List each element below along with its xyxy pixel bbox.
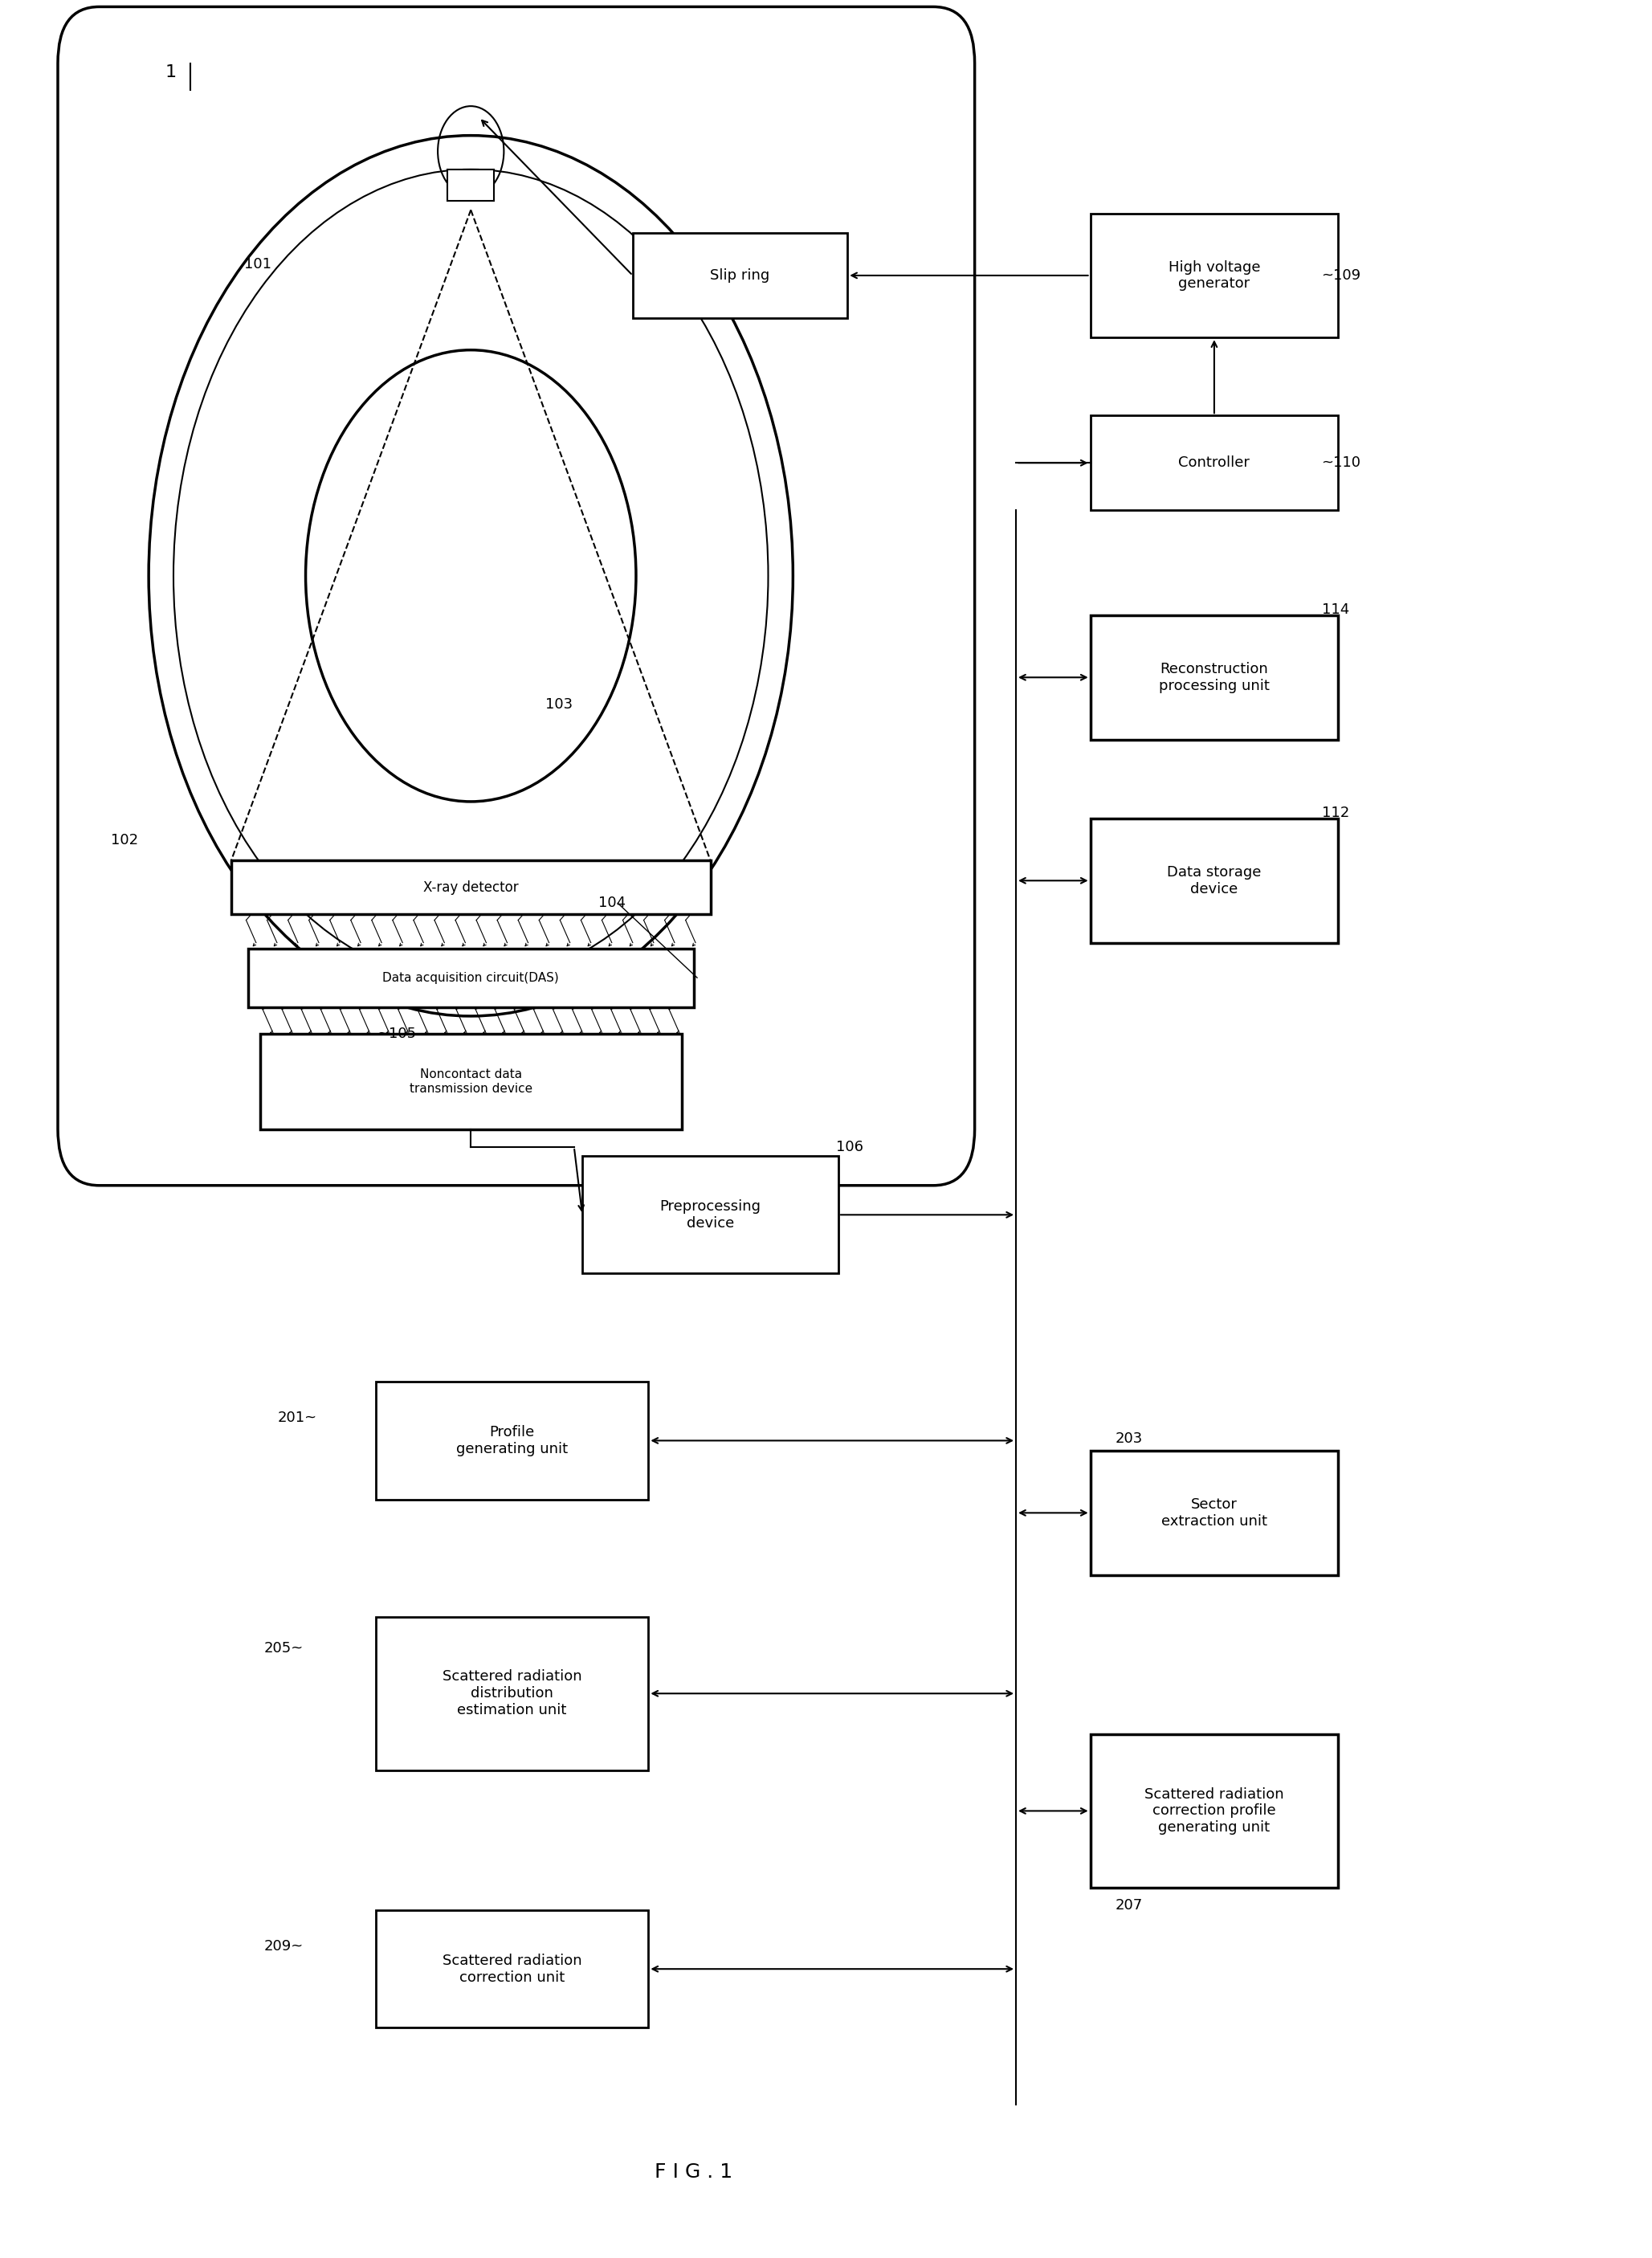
Text: Noncontact data
transmission device: Noncontact data transmission device: [410, 1068, 532, 1095]
FancyBboxPatch shape: [1090, 817, 1338, 944]
FancyBboxPatch shape: [231, 860, 710, 914]
FancyBboxPatch shape: [375, 1617, 648, 1770]
Text: Sector
extraction unit: Sector extraction unit: [1161, 1497, 1267, 1529]
Text: ~110: ~110: [1322, 456, 1361, 470]
Text: ~105: ~105: [377, 1027, 416, 1041]
FancyBboxPatch shape: [1090, 1734, 1338, 1888]
Text: Profile
generating unit: Profile generating unit: [456, 1425, 568, 1456]
FancyBboxPatch shape: [582, 1156, 838, 1274]
Text: Controller: Controller: [1178, 456, 1251, 470]
Text: 209~: 209~: [264, 1940, 304, 1953]
Text: 207: 207: [1115, 1899, 1143, 1913]
FancyBboxPatch shape: [375, 1382, 648, 1499]
Text: 102: 102: [111, 833, 139, 847]
Text: Scattered radiation
distribution
estimation unit: Scattered radiation distribution estimat…: [443, 1669, 582, 1718]
FancyBboxPatch shape: [1090, 1452, 1338, 1576]
Text: Data acquisition circuit(DAS): Data acquisition circuit(DAS): [383, 971, 558, 984]
Text: 103: 103: [545, 698, 573, 711]
Text: Preprocessing
device: Preprocessing device: [659, 1199, 762, 1231]
Text: X-ray detector: X-ray detector: [423, 881, 519, 894]
Text: 205~: 205~: [264, 1642, 304, 1655]
Text: 114: 114: [1322, 603, 1350, 616]
FancyBboxPatch shape: [633, 233, 847, 318]
Text: 112: 112: [1322, 806, 1350, 820]
Text: F I G . 1: F I G . 1: [654, 2163, 733, 2181]
Text: 106: 106: [836, 1140, 864, 1154]
Text: 1: 1: [165, 63, 177, 81]
FancyBboxPatch shape: [375, 1910, 648, 2028]
Text: Scattered radiation
correction profile
generating unit: Scattered radiation correction profile g…: [1145, 1786, 1284, 1836]
FancyBboxPatch shape: [248, 948, 694, 1007]
FancyBboxPatch shape: [58, 7, 975, 1185]
FancyBboxPatch shape: [1090, 212, 1338, 336]
Text: Scattered radiation
correction unit: Scattered radiation correction unit: [443, 1953, 582, 1985]
Text: 101: 101: [244, 257, 273, 271]
FancyBboxPatch shape: [448, 169, 494, 201]
Text: 201~: 201~: [278, 1411, 317, 1425]
FancyBboxPatch shape: [1090, 415, 1338, 510]
Text: 203: 203: [1115, 1432, 1143, 1445]
Text: Data storage
device: Data storage device: [1166, 865, 1262, 896]
Text: Reconstruction
processing unit: Reconstruction processing unit: [1158, 662, 1270, 693]
Text: Slip ring: Slip ring: [710, 269, 770, 282]
Text: 104: 104: [598, 896, 626, 910]
Text: High voltage
generator: High voltage generator: [1168, 260, 1260, 291]
FancyBboxPatch shape: [259, 1034, 681, 1129]
Text: ~109: ~109: [1322, 269, 1361, 282]
FancyBboxPatch shape: [1090, 614, 1338, 741]
